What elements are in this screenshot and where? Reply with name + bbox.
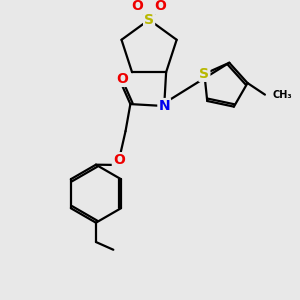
Text: CH₃: CH₃	[273, 90, 292, 100]
Text: S: S	[144, 13, 154, 27]
Text: O: O	[155, 0, 167, 13]
Text: O: O	[117, 72, 129, 86]
Text: O: O	[131, 0, 143, 13]
Text: O: O	[113, 153, 125, 167]
Text: S: S	[200, 67, 209, 81]
Text: N: N	[158, 99, 170, 113]
